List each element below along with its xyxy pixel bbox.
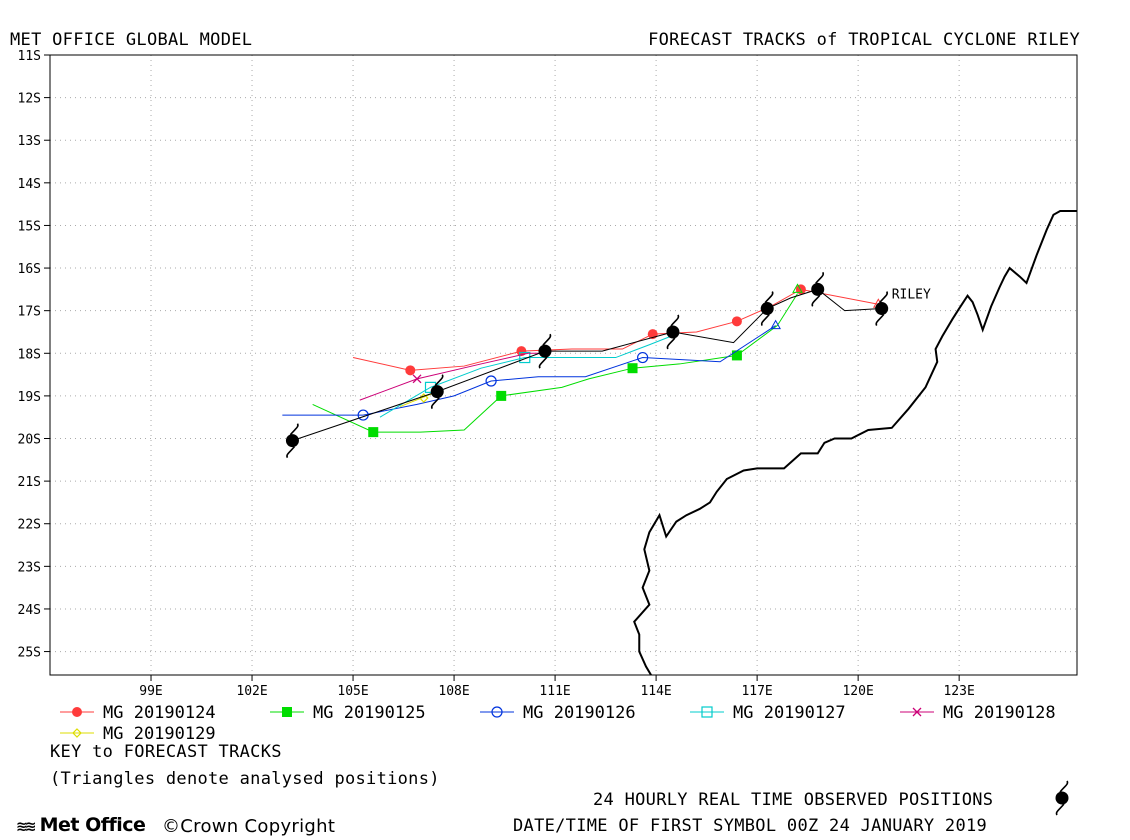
track-line <box>379 333 677 418</box>
analysed-track <box>292 283 884 442</box>
lat-tick-label: 14S <box>18 177 41 192</box>
map-axes: 99E 102E 105E 108E 111E 114E 117E 120E 123E 11S 12… <box>18 49 1078 699</box>
legend-item: MG 20190124 <box>60 703 216 723</box>
legend-label: MG 20190124 <box>103 703 216 723</box>
track-marker <box>731 316 742 327</box>
cyclone-icon <box>666 314 680 350</box>
model-title: MET OFFICE GLOBAL MODEL <box>10 30 253 50</box>
track-marker <box>368 427 379 438</box>
track-line <box>359 352 545 401</box>
track-marker <box>731 350 742 361</box>
track-line <box>312 293 798 433</box>
legend-item: MG 20190126 <box>480 703 636 723</box>
lat-tick-label: 17S <box>18 305 41 320</box>
legend-label: MG 20190127 <box>733 703 846 723</box>
track-marker <box>637 351 649 364</box>
lon-tick-label: 102E <box>236 684 267 699</box>
track-line <box>282 325 776 416</box>
copyright: ©Crown Copyright <box>162 816 336 837</box>
lat-tick-label: 16S <box>18 262 41 277</box>
lat-tick-label: 19S <box>18 390 41 405</box>
chart-title: FORECAST TRACKS of TROPICAL CYCLONE RILE… <box>648 30 1080 50</box>
key-title: KEY to FORECAST TRACKS <box>50 742 282 762</box>
cyclone-icon <box>538 333 552 369</box>
key-note: (Triangles denote analysed positions) <box>50 769 440 789</box>
lon-tick-label: 117E <box>741 684 772 699</box>
cyclone-icon <box>1055 780 1069 816</box>
track-mg-20190127 <box>379 333 677 418</box>
lat-tick-label: 22S <box>18 518 41 533</box>
date-note: DATE/TIME OF FIRST SYMBOL 00Z 24 JANUARY… <box>513 816 988 836</box>
lat-tick-label: 21S <box>18 475 41 490</box>
legend-label: MG 20190126 <box>523 703 636 723</box>
track-marker <box>496 390 507 401</box>
cyclone-icon <box>760 291 774 326</box>
legend: MG 20190124 MG 20190125 MG 20190126 MG 2019… <box>60 703 1056 744</box>
track-marker <box>519 351 531 364</box>
observed-positions: RILEY <box>285 271 931 459</box>
legend-item: MG 20190128 <box>900 703 1056 723</box>
footer-cyclone-icon <box>1055 780 1069 816</box>
legend-item: MG 20190129 <box>60 724 216 744</box>
legend-label: MG 20190129 <box>103 724 216 744</box>
lon-tick-label: 111E <box>539 684 570 699</box>
forecast-tracks <box>282 283 884 442</box>
logo-waves-icon: ≋≋ <box>16 819 37 835</box>
legend-marker <box>701 706 713 718</box>
map-frame <box>49 54 1078 676</box>
cyclone-icon <box>285 423 299 459</box>
legend-marker <box>282 707 292 717</box>
lon-tick-label: 108E <box>438 684 469 699</box>
track-mg-20190124 <box>352 284 879 376</box>
coastline <box>633 209 1077 676</box>
legend-label: MG 20190128 <box>943 703 1056 723</box>
cyclone-icon <box>875 291 889 326</box>
track-marker <box>516 346 527 357</box>
legend-marker <box>72 728 82 738</box>
lon-tick-label: 99E <box>139 684 162 699</box>
lon-tick-label: 120E <box>842 684 873 699</box>
observed-positions-note: 24 HOURLY REAL TIME OBSERVED POSITIONS <box>593 790 994 810</box>
track-marker <box>412 374 422 384</box>
lat-tick-label: 12S <box>18 92 41 107</box>
track-mg-20190125 <box>312 293 798 438</box>
track-mg-20190128 <box>359 352 545 401</box>
track-marker <box>485 375 497 387</box>
coastline-path <box>633 209 1077 676</box>
storm-label: RILEY <box>892 288 931 303</box>
lat-tick-label: 13S <box>18 134 41 149</box>
analysed-triangle <box>792 283 803 293</box>
lon-tick-label: 123E <box>943 684 974 699</box>
analysed-track-line <box>292 288 882 442</box>
lon-tick-label: 114E <box>640 684 671 699</box>
logo-text: Met Office <box>39 814 146 836</box>
legend-marker <box>72 707 82 717</box>
cyclone-icon <box>811 271 825 307</box>
lat-tick-label: 15S <box>18 219 41 234</box>
track-line <box>352 288 879 371</box>
met-office-logo: ≋≋ Met Office <box>16 814 146 836</box>
lat-tick-label: 11S <box>18 49 41 64</box>
track-mg-20190126 <box>282 325 776 421</box>
legend-marker <box>912 707 922 717</box>
legend-item: MG 20190127 <box>690 703 846 723</box>
lon-tick-label: 105E <box>337 684 368 699</box>
lat-tick-label: 18S <box>18 347 41 362</box>
track-marker <box>405 365 416 376</box>
analysed-triangle <box>770 319 781 330</box>
lat-tick-label: 24S <box>18 603 41 618</box>
lat-tick-label: 20S <box>18 433 41 448</box>
legend-marker <box>491 706 503 718</box>
legend-item: MG 20190125 <box>270 703 426 723</box>
legend-label: MG 20190125 <box>313 703 426 723</box>
lat-tick-label: 23S <box>18 560 41 575</box>
map-grid <box>50 54 1077 675</box>
cyclone-icon <box>430 374 444 410</box>
track-marker <box>627 363 638 374</box>
lat-tick-label: 25S <box>18 646 41 661</box>
